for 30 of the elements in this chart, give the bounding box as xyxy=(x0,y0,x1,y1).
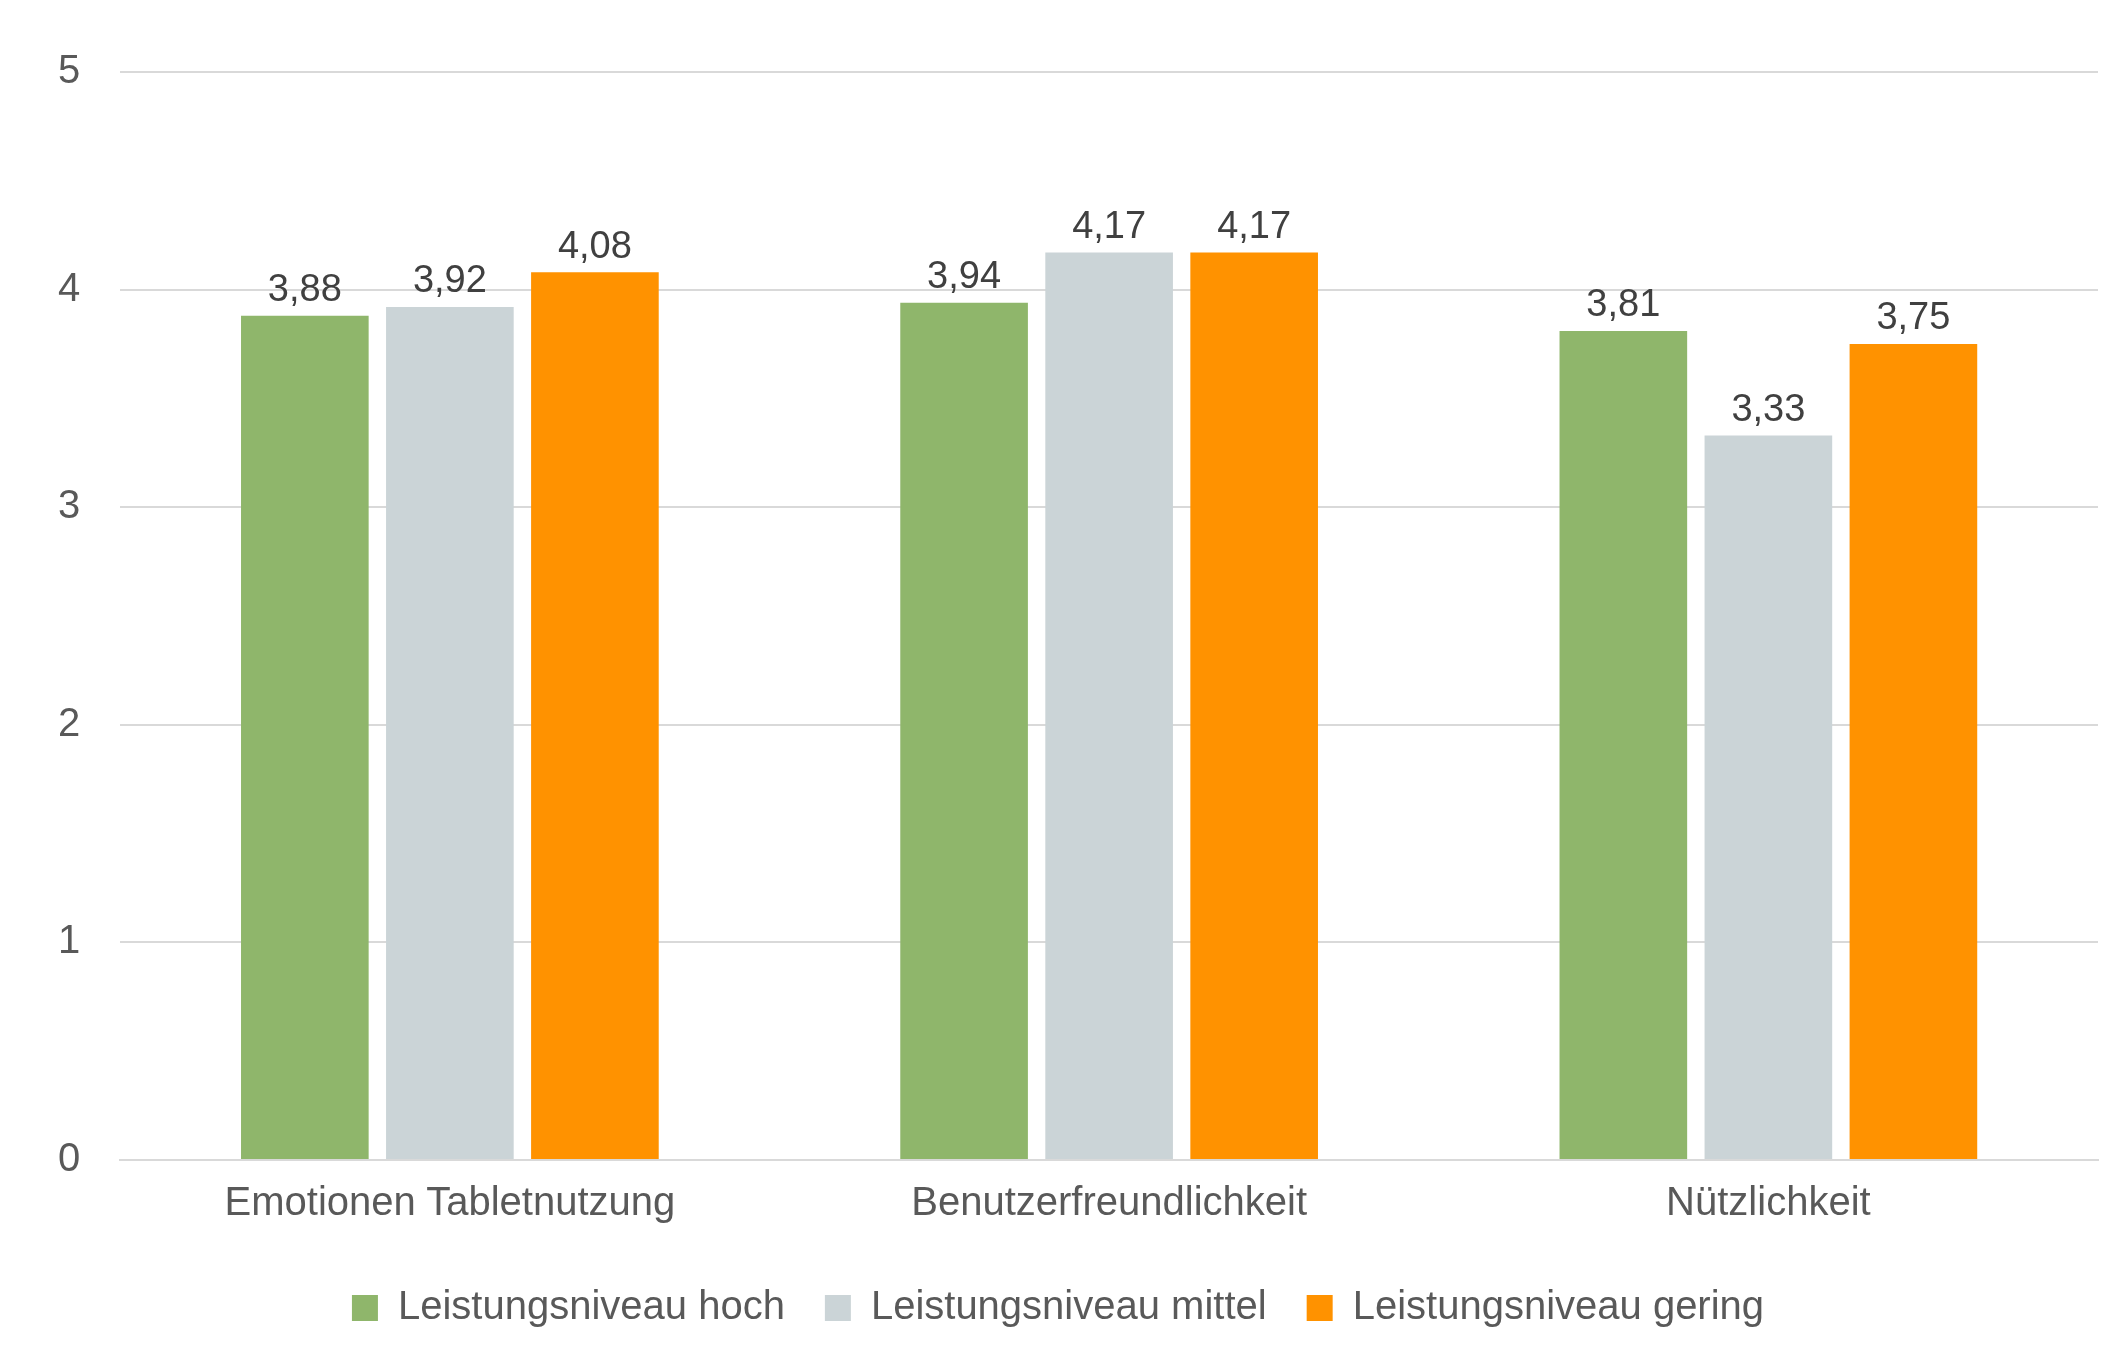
bar xyxy=(900,302,1028,1159)
x-tick-label: Benutzerfreundlichkeit xyxy=(911,1179,1308,1224)
legend-label: Leistungsniveau hoch xyxy=(397,1283,785,1328)
data-label: 4,17 xyxy=(1217,204,1292,247)
data-label: 3,92 xyxy=(412,258,487,301)
y-tick-label: 1 xyxy=(58,917,81,962)
bar xyxy=(1849,344,1978,1159)
y-tick-label: 4 xyxy=(58,264,81,309)
bar xyxy=(531,272,659,1159)
y-tick-label: 0 xyxy=(58,1135,81,1180)
legend-label: Leistungsniveau mittel xyxy=(870,1283,1267,1328)
data-label: 3,81 xyxy=(1586,282,1661,325)
x-tick-label: Nützlichkeit xyxy=(1666,1179,1871,1224)
bar xyxy=(1190,252,1318,1159)
legend-label: Leistungsniveau gering xyxy=(1352,1283,1765,1328)
data-label: 4,17 xyxy=(1072,204,1147,247)
y-tick-label: 5 xyxy=(58,47,81,92)
bar xyxy=(386,307,514,1159)
bar xyxy=(1559,330,1688,1159)
data-label: 3,33 xyxy=(1731,386,1806,429)
x-tick-label: Emotionen Tabletnutzung xyxy=(224,1179,676,1224)
data-label: 3,88 xyxy=(267,267,342,310)
y-tick-label: 3 xyxy=(58,482,81,527)
bar xyxy=(241,315,369,1159)
data-label: 3,94 xyxy=(927,254,1002,297)
bar xyxy=(1704,435,1833,1159)
bar xyxy=(1045,252,1173,1159)
y-tick-label: 2 xyxy=(58,699,81,744)
data-label: 4,08 xyxy=(557,223,632,266)
data-label: 3,75 xyxy=(1876,295,1951,338)
